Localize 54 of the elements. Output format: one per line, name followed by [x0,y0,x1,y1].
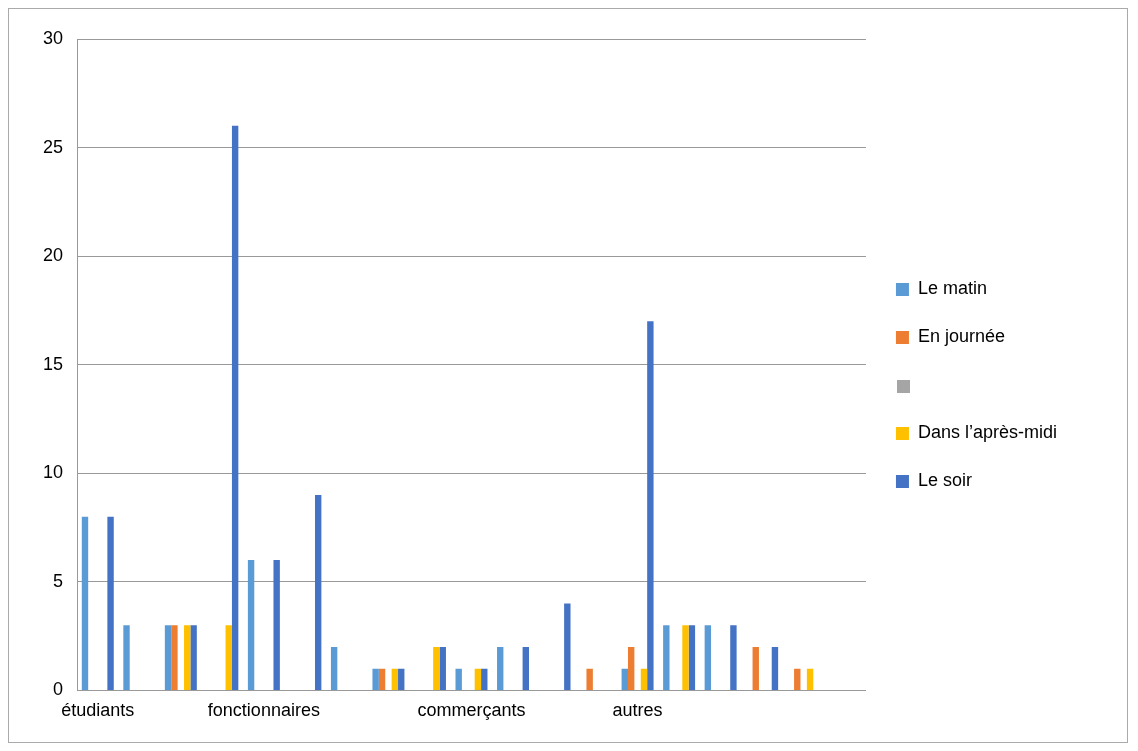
bar [663,625,670,690]
bar [586,668,593,690]
y-tick-label: 25 [42,136,64,157]
legend-label: En journée [917,326,1006,347]
bar [647,321,654,690]
bar [682,625,689,690]
y-tick-label: 30 [42,27,64,48]
y-tick-label: 15 [42,353,64,374]
bar [314,494,322,690]
y-tick-label: 10 [42,462,64,483]
bar [627,646,635,690]
bar [231,125,239,690]
legend-label: Le soir [917,470,972,491]
bar [107,516,114,690]
bar [497,646,504,690]
bar [190,625,197,690]
x-tick-label: étudiants [61,700,135,721]
bar [225,625,232,690]
x-tick-label: commerçants [417,700,526,721]
bar [640,668,648,690]
bar [81,516,89,690]
bar [433,646,440,690]
bar [372,668,379,690]
bar [806,668,814,690]
bar [123,625,130,690]
y-tick-label: 5 [53,570,64,591]
bar [522,646,529,690]
bar [330,646,338,690]
y-tick-label: 0 [53,679,64,700]
bar [704,625,712,690]
x-tick-label: fonctionnaires [207,700,320,721]
bar [391,668,399,690]
bar [455,668,462,690]
bar [171,625,178,690]
bar [794,668,801,690]
bar [730,625,737,690]
bar [771,646,779,690]
bar [474,668,482,690]
bar [564,603,571,690]
bar [439,646,446,690]
bar [481,668,488,690]
y-tick-label: 20 [42,245,64,266]
bar [398,668,405,690]
x-tick-label: autres [612,700,663,721]
bar [752,646,759,690]
bar [247,560,255,690]
bar [621,668,628,690]
bar [378,668,386,690]
bar [688,625,696,690]
bar [273,560,280,690]
bar [164,625,172,690]
bar [184,625,191,690]
legend-label: Dans l’après-midi [917,422,1057,443]
legend-label: Le matin [917,278,987,299]
